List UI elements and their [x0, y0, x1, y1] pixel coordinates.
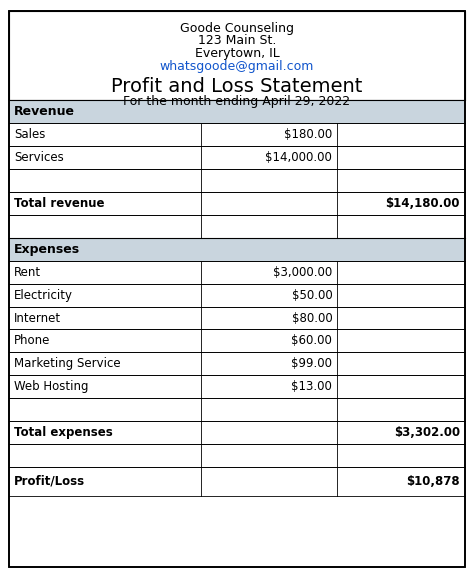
- Text: Rent: Rent: [14, 266, 41, 278]
- Bar: [9, 352, 465, 375]
- Text: Electricity: Electricity: [14, 289, 73, 301]
- Bar: [9, 169, 465, 192]
- Text: Sales: Sales: [14, 128, 46, 141]
- Text: $99.00: $99.00: [292, 358, 332, 370]
- Text: $3,000.00: $3,000.00: [273, 266, 332, 278]
- Text: $180.00: $180.00: [284, 128, 332, 141]
- Text: 123 Main St.: 123 Main St.: [198, 34, 276, 48]
- Bar: [9, 100, 465, 123]
- Text: $14,000.00: $14,000.00: [265, 151, 332, 164]
- Text: Total revenue: Total revenue: [14, 197, 105, 210]
- Bar: [9, 146, 465, 169]
- Bar: [9, 284, 465, 307]
- Bar: [9, 467, 465, 496]
- Bar: [9, 444, 465, 467]
- Text: Everytown, IL: Everytown, IL: [195, 47, 279, 60]
- Text: Expenses: Expenses: [14, 243, 81, 256]
- Text: Marketing Service: Marketing Service: [14, 358, 121, 370]
- Text: Revenue: Revenue: [14, 105, 75, 118]
- Bar: [9, 261, 465, 284]
- Text: Internet: Internet: [14, 312, 61, 324]
- Text: $3,302.00: $3,302.00: [393, 426, 460, 439]
- Bar: [9, 215, 465, 238]
- Bar: [9, 307, 465, 329]
- Bar: [9, 238, 465, 261]
- Text: $80.00: $80.00: [292, 312, 332, 324]
- Text: Profit and Loss Statement: Profit and Loss Statement: [111, 77, 363, 96]
- Text: Services: Services: [14, 151, 64, 164]
- Bar: [9, 329, 465, 352]
- Text: whatsgoode@gmail.com: whatsgoode@gmail.com: [160, 60, 314, 73]
- Text: Web Hosting: Web Hosting: [14, 380, 89, 393]
- Bar: [9, 375, 465, 398]
- Text: Total expenses: Total expenses: [14, 426, 113, 439]
- Text: $60.00: $60.00: [292, 335, 332, 347]
- Bar: [9, 421, 465, 444]
- Bar: [9, 123, 465, 146]
- Bar: [9, 192, 465, 215]
- Text: For the month ending April 29, 2022: For the month ending April 29, 2022: [123, 95, 351, 108]
- Text: $13.00: $13.00: [292, 380, 332, 393]
- Text: $50.00: $50.00: [292, 289, 332, 301]
- Bar: [9, 11, 465, 100]
- Bar: [9, 398, 465, 421]
- Text: $14,180.00: $14,180.00: [385, 197, 460, 210]
- Text: $10,878: $10,878: [406, 475, 460, 488]
- Text: Profit/Loss: Profit/Loss: [14, 475, 85, 488]
- Text: Goode Counseling: Goode Counseling: [180, 22, 294, 35]
- Text: Phone: Phone: [14, 335, 51, 347]
